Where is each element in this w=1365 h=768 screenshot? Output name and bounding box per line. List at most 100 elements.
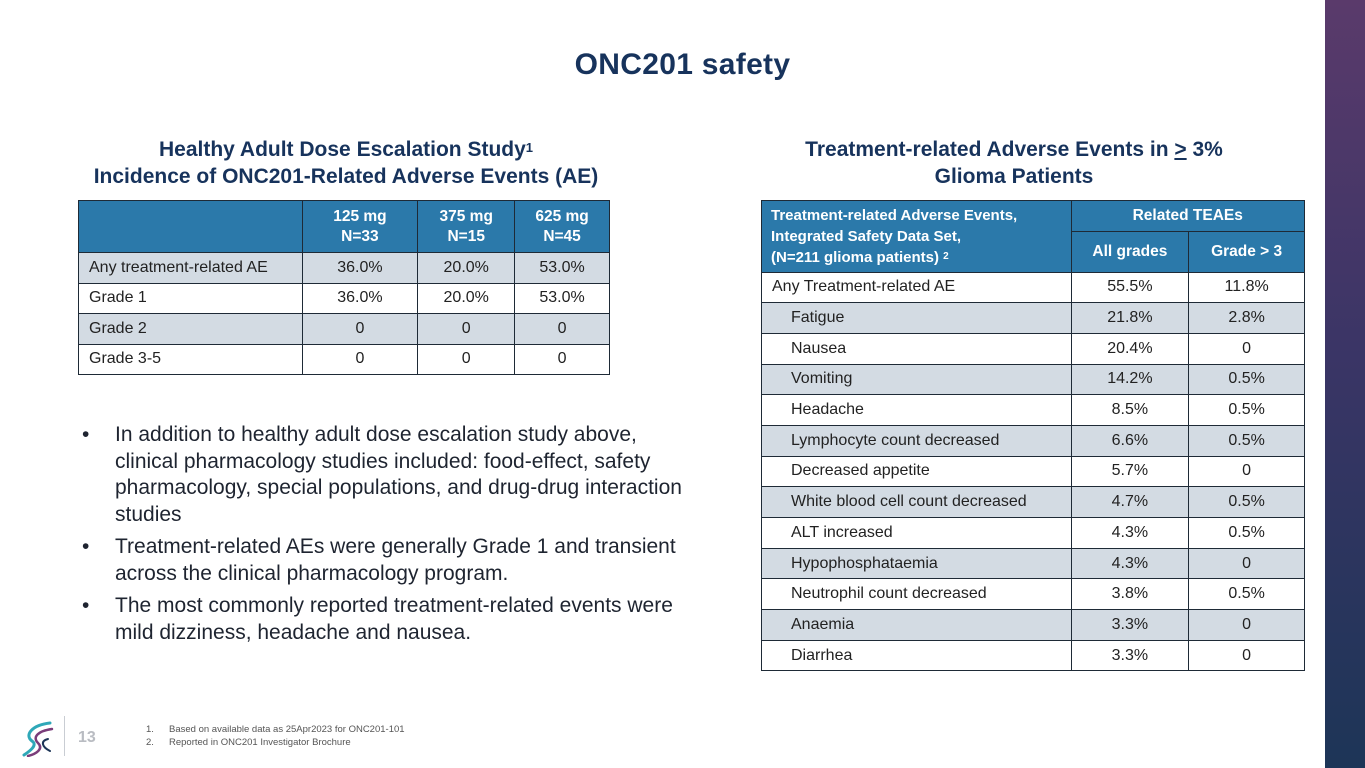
cell-value: 0 xyxy=(514,343,610,375)
cell-value: 0 xyxy=(301,343,419,375)
table-row: Hypophosphataemia 4.3% 0 xyxy=(761,547,1305,580)
row-label: Any Treatment-related AE xyxy=(761,271,1072,304)
cell-value: 21.8% xyxy=(1070,302,1190,334)
table-header-row: Treatment-related Adverse Events, Integr… xyxy=(761,200,1305,273)
cell-value: 0 xyxy=(1188,609,1305,641)
cell-value: 0 xyxy=(1188,332,1305,365)
cell-value: 36.0% xyxy=(301,252,419,284)
table-row: Vomiting 14.2% 0.5% xyxy=(761,363,1305,396)
company-swirl-logo-icon xyxy=(22,721,54,757)
right-heading-ge: > xyxy=(1174,138,1187,161)
right-section-heading: Treatment-related Adverse Events in > 3%… xyxy=(740,136,1288,190)
summary-bullet-list: • In addition to healthy adult dose escal… xyxy=(82,422,702,652)
row-label: Neutrophil count decreased xyxy=(761,578,1072,611)
cell-value: 0.5% xyxy=(1188,424,1305,457)
row-label: White blood cell count decreased xyxy=(761,486,1072,518)
table-row: Grade 2 0 0 0 xyxy=(78,313,610,345)
table-row: Any Treatment-related AE 55.5% 11.8% xyxy=(761,271,1305,304)
side-accent-bar xyxy=(1325,0,1365,768)
list-item: • The most commonly reported treatment-re… xyxy=(82,594,673,644)
glioma-ae-table: Treatment-related Adverse Events, Integr… xyxy=(761,200,1305,672)
cell-value: 0.5% xyxy=(1188,578,1305,611)
cell-value: 20.0% xyxy=(417,282,516,314)
row-label: Anaemia xyxy=(761,609,1072,641)
cell-value: 55.5% xyxy=(1070,271,1190,304)
cell-value: 0.5% xyxy=(1188,486,1305,518)
row-label: Nausea xyxy=(761,332,1072,365)
row-label: Lymphocyte count decreased xyxy=(761,424,1072,457)
cell-value: 2.8% xyxy=(1188,302,1305,334)
left-heading-line1: Healthy Adult Dose Escalation Study xyxy=(158,138,526,161)
cell-value: 0 xyxy=(514,313,610,345)
footnotes: 1. Based on available data as 25Apr2023 f… xyxy=(146,724,405,749)
table-row: Any treatment-related AE 36.0% 20.0% 53.… xyxy=(78,252,610,284)
cell-value: 53.0% xyxy=(514,282,610,314)
row-label: Hypophosphataemia xyxy=(761,547,1072,580)
footnote: 1. Based on available data as 25Apr2023 f… xyxy=(146,724,405,735)
table-row: Fatigue 21.8% 2.8% xyxy=(761,302,1305,334)
dose-escalation-table: 125 mg N=33 375 mg N=15 625 mg N=45 Any tre… xyxy=(78,200,610,375)
table-row: Lymphocyte count decreased 6.6% 0.5% xyxy=(761,424,1305,457)
cell-value: 8.5% xyxy=(1070,394,1190,426)
cell-value: 0 xyxy=(1188,547,1305,580)
footer-divider xyxy=(64,716,65,756)
table-header-row: All grades Grade > 3 xyxy=(762,230,1305,273)
cell-value: 0.5% xyxy=(1188,363,1305,396)
left-heading-line2: Incidence of ONC201-Related Adverse Even… xyxy=(93,165,599,188)
cell-value: 3.8% xyxy=(1070,578,1190,611)
cell-value: 4.3% xyxy=(1070,517,1190,549)
cell-value: 20.0% xyxy=(417,252,516,284)
cell-value: 3.3% xyxy=(1070,609,1190,641)
ae-header-label: Treatment-related Adverse Events, Integr… xyxy=(761,200,1072,273)
cell-value: 0 xyxy=(301,313,419,345)
cell-value: 53.0% xyxy=(514,252,610,284)
row-label: Grade 3-5 xyxy=(78,343,303,375)
cell-value: 14.2% xyxy=(1070,363,1190,396)
page-number: 13 xyxy=(78,729,96,746)
left-heading-footnote-ref: 1 xyxy=(525,140,534,155)
cell-value: 5.7% xyxy=(1070,455,1190,488)
table-row: Grade 3-5 0 0 0 xyxy=(78,343,610,375)
cell-value: 6.6% xyxy=(1070,424,1190,457)
cell-value: 11.8% xyxy=(1188,271,1305,304)
column-header: 125 mg N=33 xyxy=(301,200,419,253)
list-item: • In addition to healthy adult dose escal… xyxy=(82,423,682,526)
group-header: Related TEAEs xyxy=(1070,200,1305,232)
right-heading-line2: Glioma Patients xyxy=(934,165,1094,188)
column-header: 375 mg N=15 xyxy=(417,200,516,253)
cell-value: 0 xyxy=(417,313,516,345)
row-label: Diarrhea xyxy=(761,639,1072,672)
bullet-icon: • xyxy=(82,594,90,617)
bullet-icon: • xyxy=(82,423,90,446)
table-row: ALT increased 4.3% 0.5% xyxy=(761,517,1305,549)
row-label: Grade 1 xyxy=(78,282,303,314)
table-row: Nausea 20.4% 0 xyxy=(761,332,1305,365)
cell-value: 36.0% xyxy=(301,282,419,314)
list-item: • Treatment-related AEs were generally Gr… xyxy=(82,535,676,585)
cell-value: 4.3% xyxy=(1070,547,1190,580)
footnote: 2. Reported in ONC201 Investigator Brochu… xyxy=(146,736,351,748)
right-heading-part2: 3% xyxy=(1186,138,1223,161)
column-header: All grades xyxy=(1070,230,1190,273)
column-header: 625 mg N=45 xyxy=(514,200,610,253)
table-row: Anaemia 3.3% 0 xyxy=(761,609,1305,641)
cell-value: 0 xyxy=(1188,455,1305,488)
row-label: Vomiting xyxy=(761,363,1072,396)
table-row: Headache 8.5% 0.5% xyxy=(761,394,1305,426)
empty-header-cell xyxy=(78,200,303,253)
table-row: Grade 1 36.0% 20.0% 53.0% xyxy=(78,282,610,314)
table-row: Neutrophil count decreased 3.8% 0.5% xyxy=(761,578,1305,611)
column-header: Grade > 3 xyxy=(1188,230,1305,273)
row-label: Grade 2 xyxy=(78,313,303,345)
cell-value: 3.3% xyxy=(1070,639,1190,672)
left-section-heading: Healthy Adult Dose Escalation Study1 Inc… xyxy=(40,136,652,190)
cell-value: 0.5% xyxy=(1188,394,1305,426)
table-row: Decreased appetite 5.7% 0 xyxy=(761,455,1305,488)
row-label: Any treatment-related AE xyxy=(78,252,303,284)
bullet-icon: • xyxy=(82,535,90,558)
row-label: ALT increased xyxy=(761,517,1072,549)
right-heading-part1: Treatment-related Adverse Events in xyxy=(805,138,1175,161)
cell-value: 0 xyxy=(417,343,516,375)
row-label: Headache xyxy=(761,394,1072,426)
table-row: Diarrhea 3.3% 0 xyxy=(761,639,1305,672)
